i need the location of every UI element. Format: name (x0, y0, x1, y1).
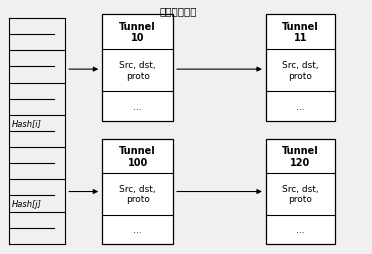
Text: Tunnel
120: Tunnel 120 (282, 146, 319, 167)
Text: ...: ... (133, 103, 142, 112)
Text: ...: ... (296, 103, 305, 112)
Text: Tunnel
100: Tunnel 100 (119, 146, 156, 167)
Bar (102, 140, 173, 244)
Text: Hash[j]: Hash[j] (12, 199, 42, 208)
Text: ...: ... (296, 225, 305, 234)
Text: Src, dst,
proto: Src, dst, proto (119, 61, 156, 80)
Text: ...: ... (133, 225, 142, 234)
Text: Src, dst,
proto: Src, dst, proto (282, 61, 319, 80)
Text: Hash[i]: Hash[i] (12, 119, 42, 128)
Text: Tunnel
11: Tunnel 11 (282, 22, 319, 43)
Text: 隧道控制结构: 隧道控制结构 (160, 6, 197, 16)
Text: Tunnel
10: Tunnel 10 (119, 22, 156, 43)
Text: Src, dst,
proto: Src, dst, proto (119, 184, 156, 203)
Bar (266, 140, 335, 244)
Text: Src, dst,
proto: Src, dst, proto (282, 184, 319, 203)
Bar (266, 15, 335, 122)
Bar (102, 15, 173, 122)
